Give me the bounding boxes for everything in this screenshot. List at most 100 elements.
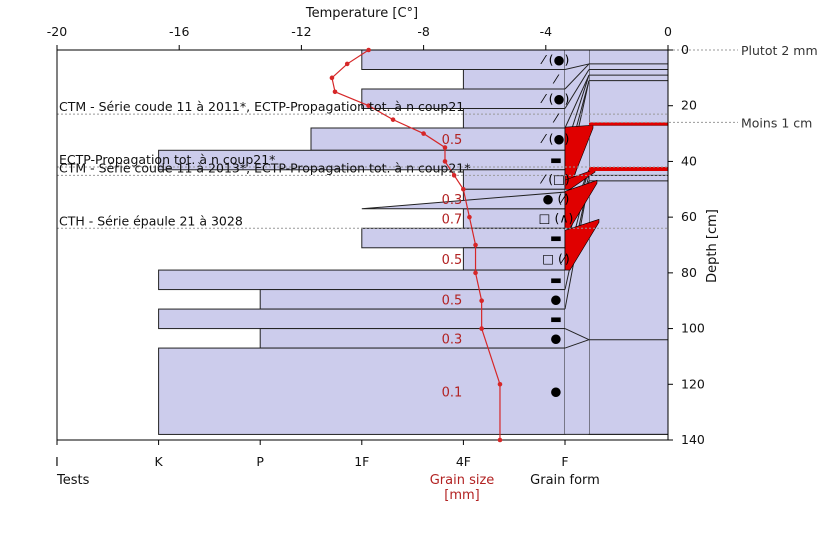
grain-size-unit: [mm]	[444, 488, 479, 503]
temperature-tick-label: -20	[47, 24, 67, 39]
layer-0	[361, 49, 566, 70]
temperature-point	[461, 186, 466, 192]
layer-12	[259, 289, 566, 310]
guides-group	[57, 49, 738, 229]
grain-form-symbol: ⁄ (□)	[539, 172, 570, 187]
depth-tick-label: 140	[681, 432, 705, 447]
grain-size-label: 0.5	[442, 293, 463, 308]
grain-size-label: 0.1	[442, 385, 463, 400]
final-column	[588, 49, 669, 435]
transition-line	[564, 328, 590, 341]
tests-column-title: Tests	[56, 473, 90, 488]
depth-tick-label: 20	[681, 98, 697, 113]
transition-line	[564, 339, 590, 349]
grain-size-label: 0.3	[442, 332, 463, 347]
grain-size-label: 0.7	[442, 213, 463, 228]
grain-form-symbol: ⁄ (●)	[540, 91, 570, 106]
transition-line	[564, 63, 590, 70]
depth-tick-label: 40	[681, 153, 697, 168]
hardness-tick-label: F	[561, 454, 568, 469]
test-label: CTM - Série coude 11 à 2013*, ECTP-Propa…	[59, 160, 471, 175]
weak-layer-group	[564, 122, 668, 271]
layer-11	[158, 269, 566, 291]
temperature-point	[366, 103, 371, 109]
temperature-axis-title: Temperature [C°]	[305, 6, 418, 21]
grain-size-label: 0.5	[442, 133, 463, 148]
temperature-point	[442, 145, 448, 150]
axes-group: -20 -16 -12 -8 -4 00 20 40 60 80 100 120 140 I K P 1F 4F F	[47, 24, 705, 469]
temperature-point	[497, 381, 503, 387]
weak-layer-final	[589, 167, 668, 171]
surface-note: Plutot 2 mm	[741, 43, 818, 58]
grain-form-symbol: ⁄ (●)	[540, 131, 570, 146]
surface-note: Moins 1 cm	[741, 115, 812, 130]
temperature-line	[331, 49, 501, 440]
depth-axis-title: Depth [cm]	[705, 209, 720, 283]
temperature-point	[442, 159, 448, 164]
temperature-tick-label: -8	[417, 24, 430, 39]
depth-tick-label: 120	[681, 376, 705, 391]
temperature-point	[473, 270, 478, 276]
weak-layer-band	[564, 124, 594, 187]
grain-form-symbol: ●	[551, 291, 562, 306]
temperature-point	[451, 173, 457, 178]
temperature-tick-label: -12	[291, 24, 311, 39]
transition-line	[564, 69, 590, 109]
depth-tick-label: 100	[681, 321, 705, 336]
labels-group: ⁄ (●) ⁄ ⁄ (●) ⁄ 0.5 ⁄ (●) ▬ ⁄ (□) 0.3 ● (⁄) 0.7 □ (…	[59, 43, 818, 400]
grain-size-label: 0.5	[442, 253, 463, 268]
temperature-group	[329, 47, 503, 443]
hardness-tick-label: 1F	[354, 454, 369, 469]
test-label: CTH - Série épaule 21 à 3028	[59, 213, 243, 228]
layer-1	[462, 69, 566, 90]
depth-tick-label: 80	[681, 265, 697, 280]
grain-form-symbol: ● (⁄)	[543, 191, 570, 206]
grain-form-column-title: Grain form	[530, 473, 600, 488]
temperature-point	[390, 117, 396, 122]
layer-14	[259, 328, 566, 349]
depth-tick-label: 0	[681, 42, 689, 57]
test-label: CTM - Série coude 11 à 2011*, ECTP-Propa…	[59, 99, 464, 114]
grain-form-symbol: ●	[551, 330, 562, 345]
grain-size-column-title: Grain size	[430, 473, 495, 488]
grain-form-symbol: □ (⁄)	[542, 251, 570, 266]
grain-form-symbol: ⁄ (●)	[540, 52, 570, 67]
temperature-point	[497, 437, 503, 443]
grain-form-symbol: ▬	[550, 272, 562, 287]
weak-layer-band	[564, 179, 598, 229]
temperature-tick-label: -16	[169, 24, 189, 39]
grain-form-symbol: ⁄	[552, 71, 560, 86]
layer-4	[310, 127, 566, 151]
hardness-tick-label: P	[256, 454, 264, 469]
layer-13	[158, 308, 566, 330]
depth-tick-label: 60	[681, 209, 697, 224]
temperature-point	[467, 214, 472, 220]
layer-9	[361, 227, 566, 249]
hardness-tick-label: 4F	[456, 454, 471, 469]
temperature-point	[366, 47, 371, 53]
grain-form-symbol: ●	[551, 383, 562, 398]
grain-form-symbol: ⁄	[552, 110, 560, 125]
weak-layer-band	[564, 218, 600, 271]
grain-form-symbol: ▬	[550, 152, 562, 167]
temperature-point	[479, 298, 484, 304]
layer-3	[462, 108, 566, 129]
hardness-tick-label: I	[55, 454, 59, 469]
temperature-point	[332, 89, 338, 95]
transition-line	[564, 63, 590, 90]
grain-form-symbol: ▬	[550, 230, 562, 245]
temperature-point	[473, 242, 478, 248]
grain-form-symbol: ▬	[550, 311, 562, 326]
temperature-tick-label: -4	[540, 24, 553, 39]
layer-15	[158, 347, 566, 435]
temperature-tick-label: 0	[664, 24, 672, 39]
test-label: ECTP-Propagation tot. à n coup21*	[59, 152, 275, 167]
temperature-point	[344, 61, 350, 67]
grain-size-label: 0.3	[442, 193, 463, 208]
temperature-point	[479, 326, 484, 331]
grain-form-symbol: □ (∧)	[539, 211, 574, 226]
transition-line	[564, 74, 590, 129]
temperature-point	[421, 131, 426, 136]
